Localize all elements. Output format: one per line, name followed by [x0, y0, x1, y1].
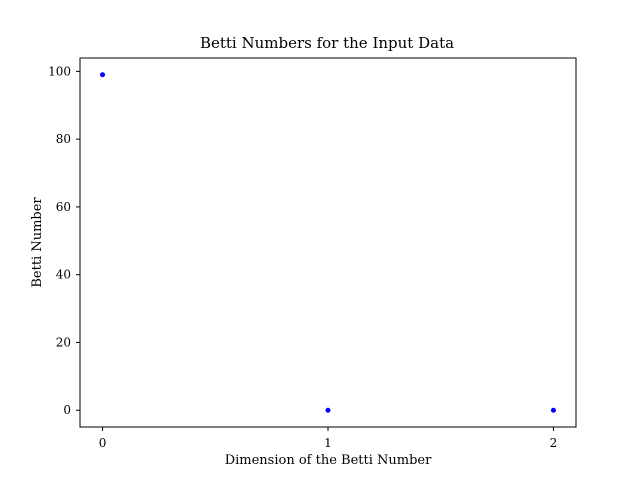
- x-tick-label: 1: [324, 436, 332, 450]
- y-axis-ticks: 0 20 40 60 80 100: [48, 64, 80, 417]
- y-tick-label: 100: [48, 64, 71, 78]
- y-tick-label: 0: [63, 403, 71, 417]
- x-axis-label: Dimension of the Betti Number: [225, 453, 432, 468]
- data-point: [325, 407, 331, 413]
- data-point: [550, 407, 556, 413]
- x-tick-label: 2: [550, 436, 558, 450]
- x-axis-ticks: 0 1 2: [99, 427, 558, 450]
- y-tick-label: 20: [56, 335, 71, 349]
- y-tick-label: 40: [56, 268, 71, 282]
- chart-title: Betti Numbers for the Input Data: [200, 34, 454, 52]
- y-axis-label: Betti Number: [30, 197, 45, 288]
- plot-frame: [79, 57, 577, 428]
- plot-area: 0 1 2 0 20 40 60 80 100: [48, 57, 577, 450]
- x-tick-label: 0: [99, 436, 107, 450]
- y-tick-label: 80: [56, 132, 71, 146]
- y-tick-label: 60: [56, 200, 71, 214]
- data-points: [100, 72, 556, 413]
- data-point: [100, 72, 106, 78]
